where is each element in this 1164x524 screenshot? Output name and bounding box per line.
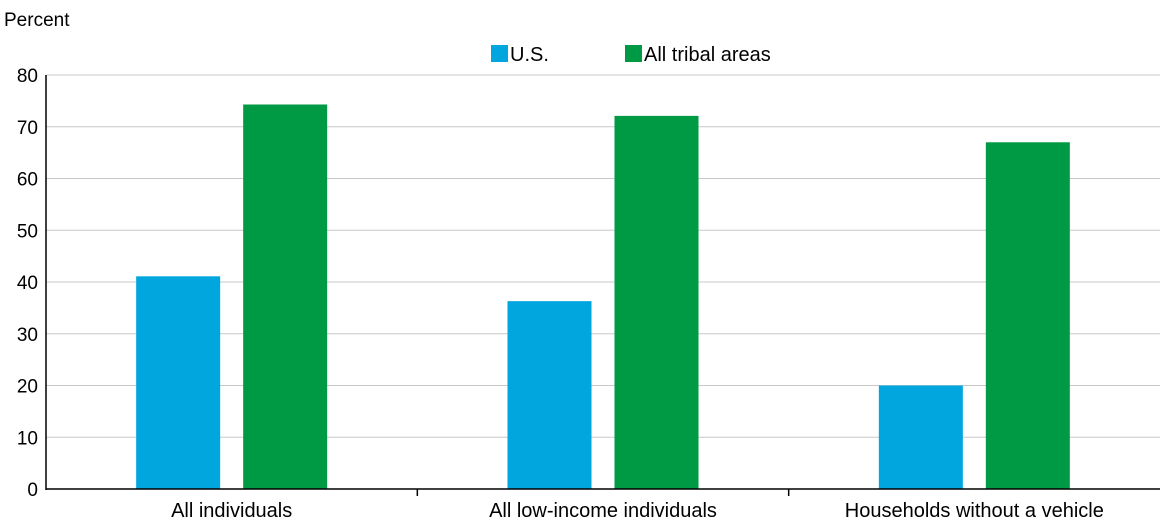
y-tick-label: 40 xyxy=(17,273,38,294)
y-tick-label: 30 xyxy=(17,325,38,346)
y-tick-label: 80 xyxy=(17,66,38,87)
bar xyxy=(507,301,592,489)
bar xyxy=(243,104,328,489)
bar xyxy=(614,115,699,489)
legend-label: All tribal areas xyxy=(644,44,771,66)
category-label: Households without a vehicle xyxy=(845,500,1104,522)
y-tick-label: 50 xyxy=(17,221,38,242)
y-tick-label: 70 xyxy=(17,118,38,139)
bar xyxy=(136,276,221,489)
category-label: All low-income individuals xyxy=(489,500,717,522)
y-tick-label: 0 xyxy=(27,480,38,501)
legend: U.S. All tribal areas xyxy=(491,44,771,66)
legend-swatch xyxy=(625,45,642,62)
bars xyxy=(136,104,1070,489)
grid-lines xyxy=(46,74,1160,438)
legend-swatch xyxy=(491,45,508,62)
y-tick-labels: 0 10 20 30 40 50 60 70 80 xyxy=(17,66,38,501)
category-label: All individuals xyxy=(171,500,292,522)
bar xyxy=(985,142,1070,489)
y-tick-label: 60 xyxy=(17,170,38,191)
category-labels: All individuals All low-income individual… xyxy=(171,500,1104,522)
bar xyxy=(878,385,963,489)
axes xyxy=(45,75,1160,496)
y-axis-label: Percent xyxy=(4,10,70,31)
y-tick-label: 10 xyxy=(17,428,38,449)
y-tick-label: 20 xyxy=(17,377,38,398)
legend-label: U.S. xyxy=(510,44,549,66)
